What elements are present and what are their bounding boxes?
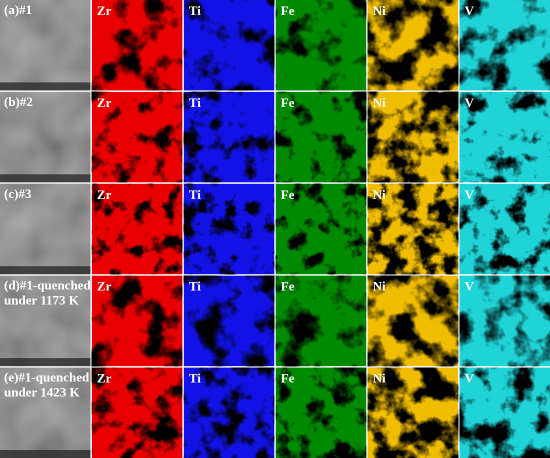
texture [275, 0, 367, 91]
element-label: Zr [97, 371, 112, 386]
texture [0, 91, 91, 183]
row-label: under 1423 K [4, 385, 80, 400]
texture [459, 183, 550, 275]
element-label: Ni [373, 3, 386, 18]
texture [183, 91, 275, 183]
texture [183, 183, 275, 275]
element-label: Fe [281, 3, 295, 18]
element-label: Ni [373, 371, 386, 386]
scale-bar-strip [0, 358, 91, 367]
row-label: (a)#1 [4, 2, 32, 17]
texture [0, 183, 91, 275]
element-label: Zr [97, 95, 112, 110]
texture [367, 367, 459, 458]
element-label: Ni [373, 187, 386, 202]
element-label: Fe [281, 279, 295, 294]
element-label: Zr [97, 3, 112, 18]
texture [91, 367, 183, 458]
element-label: V [465, 3, 475, 18]
scale-bar-strip [0, 450, 91, 458]
element-label: Fe [281, 371, 295, 386]
element-label: Ti [189, 95, 201, 110]
texture [91, 275, 183, 367]
element-label: V [465, 95, 475, 110]
scale-bar-strip [0, 174, 91, 183]
texture [183, 275, 275, 367]
row-label: (b)#2 [4, 94, 33, 109]
row-label: (e)#1-quenched [4, 370, 90, 385]
row-label: (d)#1-quenched [4, 278, 91, 293]
element-label: V [465, 187, 475, 202]
element-label: V [465, 279, 475, 294]
element-label: Ti [189, 371, 201, 386]
texture [275, 183, 367, 275]
texture [183, 0, 275, 91]
texture [275, 275, 367, 367]
texture [0, 275, 91, 367]
element-label: Ni [373, 279, 386, 294]
texture [367, 91, 459, 183]
texture [183, 367, 275, 458]
texture [459, 367, 550, 458]
texture [275, 91, 367, 183]
texture [459, 275, 550, 367]
element-label: Fe [281, 187, 295, 202]
texture [91, 91, 183, 183]
texture [91, 0, 183, 91]
element-label: Ti [189, 279, 201, 294]
texture [459, 0, 550, 91]
texture [0, 367, 91, 458]
element-label: Ti [189, 3, 201, 18]
element-label: V [465, 371, 475, 386]
texture [275, 367, 367, 458]
texture [459, 91, 550, 183]
texture [367, 183, 459, 275]
row-label: (c)#3 [4, 186, 32, 201]
texture [367, 275, 459, 367]
element-label: Fe [281, 95, 295, 110]
element-label: Zr [97, 279, 112, 294]
element-label: Ti [189, 187, 201, 202]
element-label: Ni [373, 95, 386, 110]
texture [91, 183, 183, 275]
texture [0, 0, 91, 91]
scale-bar-strip [0, 82, 91, 91]
scale-bar-strip [0, 266, 91, 275]
texture [367, 0, 459, 91]
row-label: under 1173 K [4, 293, 80, 308]
element-label: Zr [97, 187, 112, 202]
